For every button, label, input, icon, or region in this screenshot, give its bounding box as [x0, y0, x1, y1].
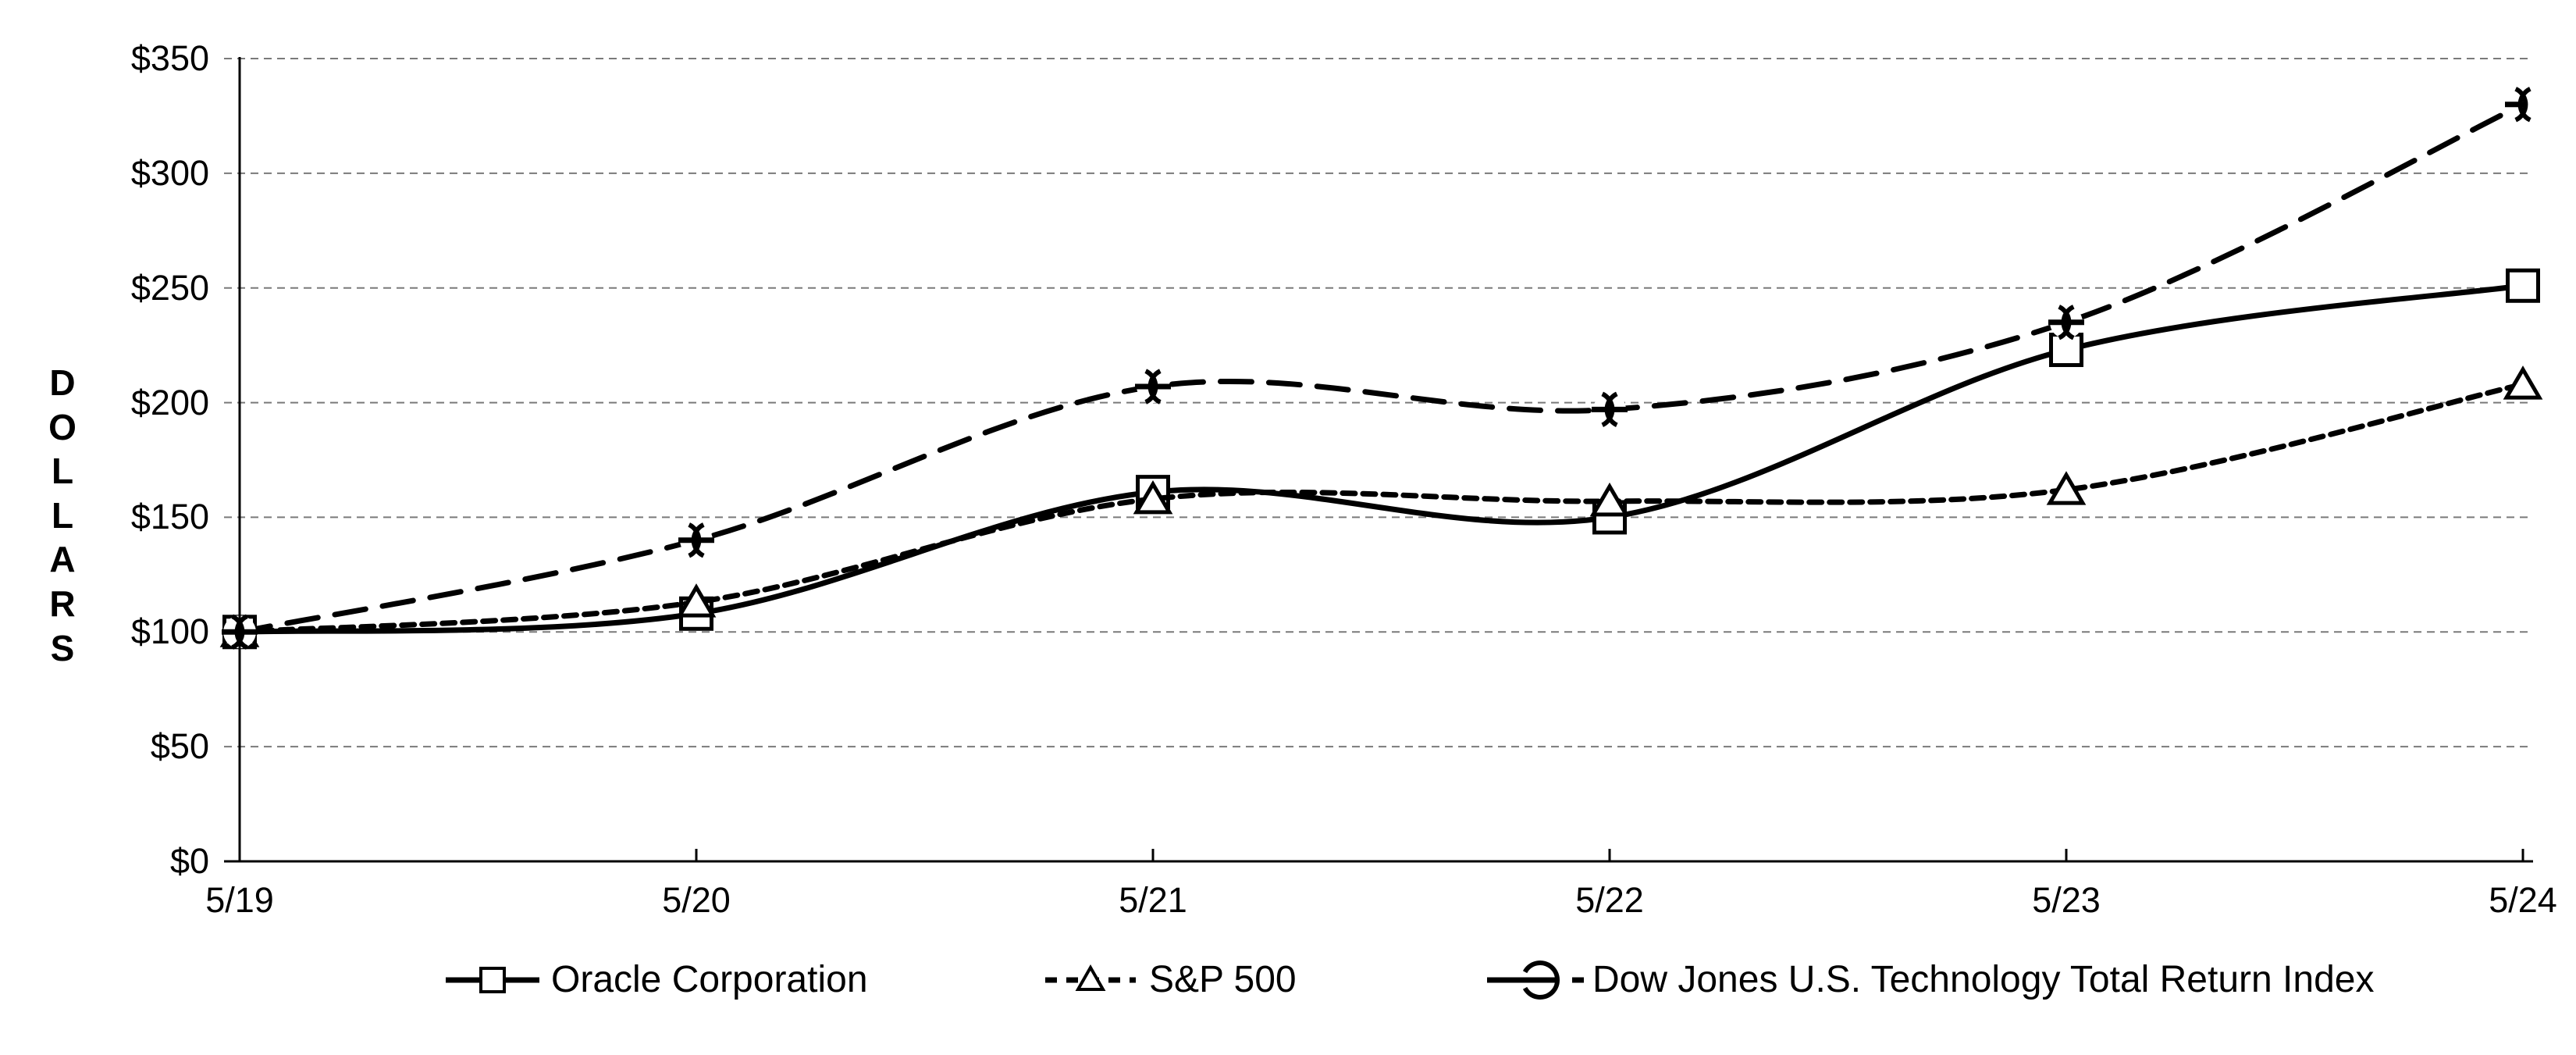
- data-point: [1135, 369, 1171, 405]
- y-axis-title-letter: O: [48, 406, 76, 447]
- data-point: [1133, 479, 1173, 515]
- series-line-2: [237, 102, 2526, 635]
- data-point: [2049, 333, 2083, 368]
- y-tick-label: $150: [130, 497, 209, 537]
- data-point: [2503, 365, 2543, 400]
- data-point: [2506, 268, 2540, 303]
- x-tick-label: 5/19: [205, 880, 274, 920]
- data-point: [2505, 87, 2539, 123]
- data-point: [2048, 305, 2084, 340]
- y-tick-label: $100: [130, 611, 209, 652]
- legend-square-marker: [479, 967, 506, 993]
- data-point: [1592, 391, 1628, 428]
- x-tick-label: 5/24: [2489, 880, 2557, 920]
- x-tick-label: 5/21: [1119, 880, 1187, 920]
- y-axis-title-letter: R: [49, 583, 76, 624]
- y-tick-label: $200: [130, 382, 209, 422]
- data-point: [1589, 482, 1630, 517]
- series-line-0: [237, 283, 2526, 635]
- y-axis-title-letter: L: [51, 451, 74, 492]
- x-tick-label: 5/22: [1575, 880, 1644, 920]
- data-point: [676, 583, 717, 618]
- y-axis-title-letter: A: [49, 539, 76, 580]
- y-tick-label: $250: [130, 267, 209, 308]
- legend-triangle-marker: [1075, 964, 1106, 991]
- y-axis-title-letter: S: [50, 627, 75, 668]
- legend-label: Oracle Corporation: [551, 959, 868, 1000]
- y-tick-label: $0: [169, 841, 209, 881]
- data-point: [2046, 471, 2087, 505]
- x-tick-label: 5/23: [2032, 880, 2101, 920]
- legend-label: S&P 500: [1149, 959, 1297, 1000]
- y-tick-label: $300: [130, 152, 209, 193]
- y-tick-label: $50: [150, 726, 209, 767]
- legend-circle-marker: [1522, 961, 1560, 1000]
- legend-label: Dow Jones U.S. Technology Total Return I…: [1592, 959, 2375, 1000]
- x-tick-label: 5/20: [662, 880, 731, 920]
- series-line-1: [237, 381, 2526, 635]
- y-tick-label: $350: [130, 38, 209, 78]
- y-axis-title-letter: D: [49, 362, 76, 403]
- y-axis-title-letter: L: [51, 494, 74, 536]
- data-point: [678, 522, 714, 558]
